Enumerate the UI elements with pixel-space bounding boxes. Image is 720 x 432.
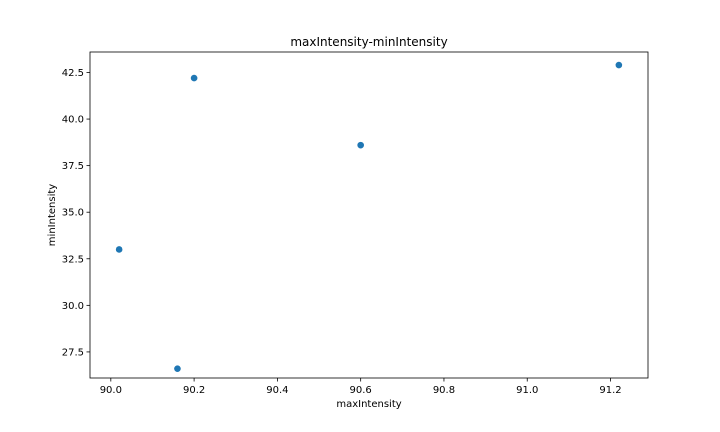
x-tick-label: 91.2 <box>599 385 621 396</box>
data-point <box>615 61 623 69</box>
data-point <box>115 246 123 253</box>
x-axis-ticks: 90.0 90.2 90.4 90.6 90.8 91.0 91.2 <box>100 378 622 396</box>
x-tick-label: 90.0 <box>100 385 122 396</box>
data-points <box>115 61 623 372</box>
plot-frame <box>89 51 649 379</box>
x-tick-label: 90.8 <box>433 385 455 396</box>
x-tick-label: 90.6 <box>350 385 372 396</box>
y-tick-label: 37.5 <box>62 161 84 172</box>
data-point <box>190 74 198 82</box>
x-tick-label: 90.4 <box>266 385 288 396</box>
chart-title: maxIntensity-minIntensity <box>290 35 447 49</box>
y-tick-label: 40.0 <box>62 115 84 126</box>
x-tick-label: 91.0 <box>516 385 538 396</box>
data-point <box>357 141 364 149</box>
y-axis-label: minIntensity <box>47 184 58 246</box>
y-tick-label: 32.5 <box>62 254 84 265</box>
data-point <box>174 365 181 372</box>
plot-area <box>89 51 649 379</box>
y-tick-label: 35.0 <box>62 208 84 219</box>
y-axis-ticks: 27.5 30.0 32.5 35.0 37.5 40.0 42.5 <box>62 68 90 358</box>
y-tick-label: 27.5 <box>62 347 84 358</box>
x-tick-label: 90.2 <box>183 385 205 396</box>
y-tick-label: 30.0 <box>62 301 84 312</box>
x-axis-label: maxIntensity <box>336 399 401 410</box>
y-tick-label: 42.5 <box>62 68 84 79</box>
